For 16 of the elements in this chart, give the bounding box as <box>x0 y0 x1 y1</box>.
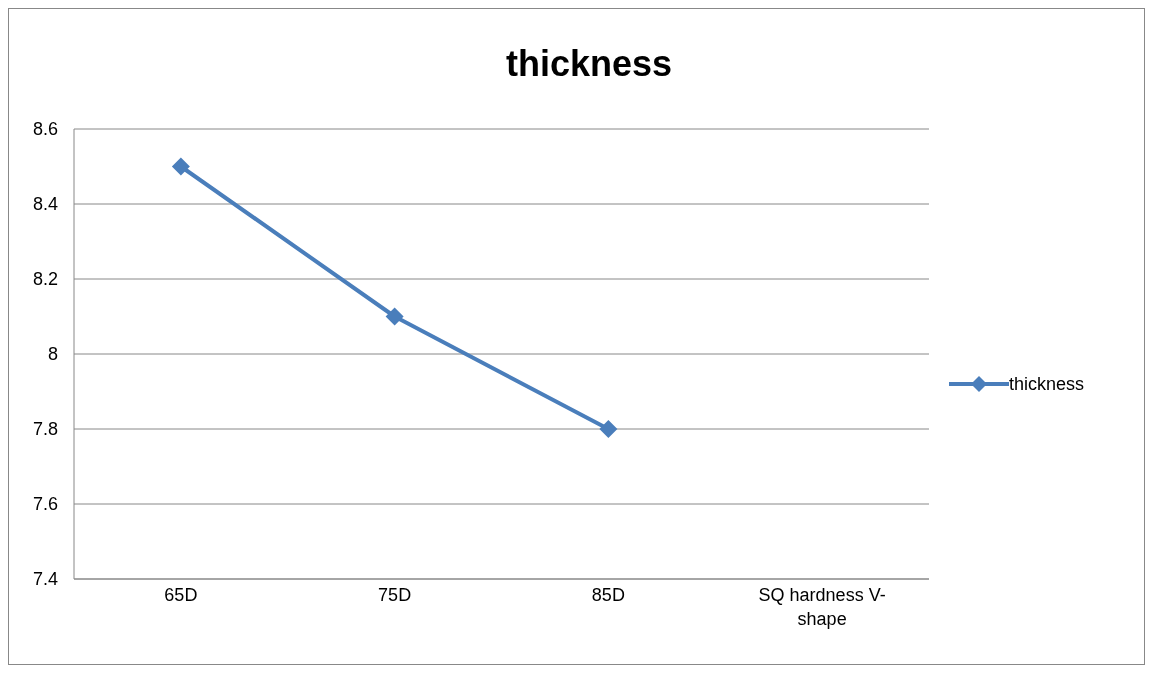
y-tick-label: 8 <box>47 344 58 365</box>
point <box>171 157 190 176</box>
y-tick-label: 8.4 <box>32 194 58 215</box>
y-tick-label: 7.4 <box>32 569 58 590</box>
point <box>599 420 618 438</box>
y-tick-label: 7.8 <box>32 419 58 440</box>
y-tick-label: 7.6 <box>32 494 58 515</box>
x-tick-label: 75D <box>378 585 412 605</box>
chart-title: thickness <box>504 43 674 85</box>
point <box>385 307 404 326</box>
legend-label: thickness <box>1009 373 1085 395</box>
x-tick-label: 85D <box>591 585 625 605</box>
y-tick-label: 8.2 <box>32 269 58 290</box>
x-tick-label: 65D <box>164 585 198 605</box>
y-tick-label: 8.6 <box>32 119 58 140</box>
x-tick-label: SQ hardness V-shape <box>758 585 886 629</box>
